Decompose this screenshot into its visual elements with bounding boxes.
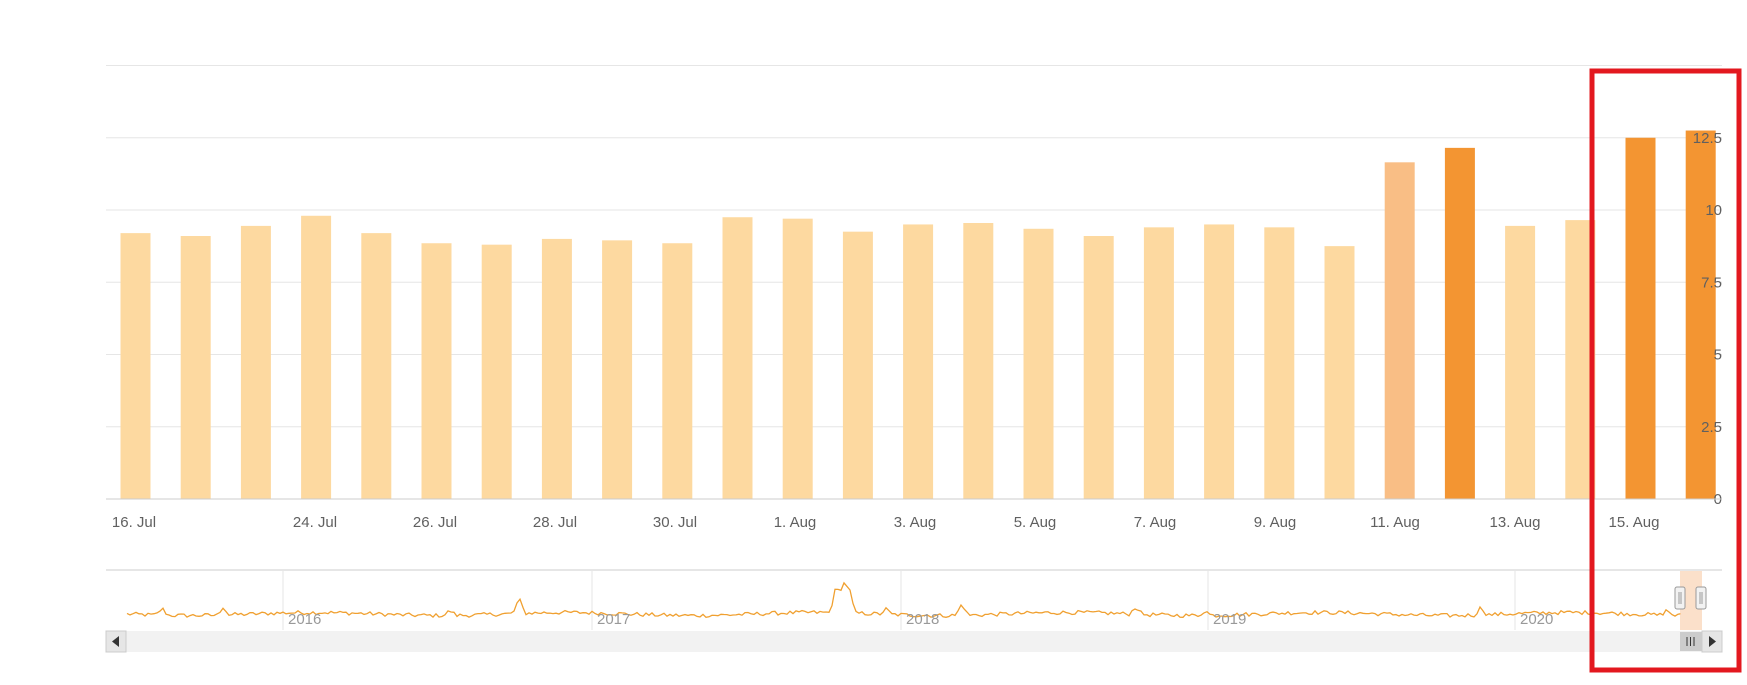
- bar[interactable]: [180, 236, 211, 499]
- bar[interactable]: [120, 233, 151, 499]
- x-tick-label: 7. Aug: [1134, 514, 1177, 531]
- bar[interactable]: [481, 244, 512, 499]
- x-tick-label: 28. Jul: [533, 514, 577, 531]
- bar[interactable]: [1384, 162, 1415, 499]
- y-tick-label: 10: [1705, 202, 1722, 219]
- x-tick-label: 15. Aug: [1609, 514, 1660, 531]
- x-tick-label: 3. Aug: [894, 514, 937, 531]
- y-tick-label: 2.5: [1701, 419, 1722, 436]
- navigator-year-label: 2016: [288, 611, 321, 628]
- bar[interactable]: [662, 243, 693, 499]
- scrollbar-track[interactable]: [106, 631, 1722, 652]
- bar[interactable]: [361, 233, 392, 499]
- x-tick-label: 30. Jul: [653, 514, 697, 531]
- y-tick-label: 12.5: [1693, 130, 1722, 147]
- bar[interactable]: [1685, 130, 1716, 499]
- bar[interactable]: [842, 231, 873, 500]
- navigator-year-label: 2020: [1520, 611, 1553, 628]
- y-tick-label: 5: [1714, 347, 1722, 364]
- navigator-grid: [282, 571, 1516, 630]
- bar[interactable]: [1083, 236, 1114, 499]
- scrollbar-left-arrow[interactable]: [105, 630, 127, 653]
- bar[interactable]: [1023, 228, 1054, 499]
- navigator-year-labels: 2016 2017 2018 2019 2020: [288, 611, 1553, 628]
- navigator-line: [126, 581, 1682, 618]
- bar-series: [120, 130, 1716, 500]
- navigator-left-handle[interactable]: [1674, 586, 1686, 610]
- x-tick-label: 1. Aug: [774, 514, 817, 531]
- x-tick-label: 11. Aug: [1370, 514, 1420, 531]
- scrollbar[interactable]: [105, 630, 1723, 653]
- bar[interactable]: [1204, 224, 1235, 499]
- x-tick-label: 26. Jul: [413, 514, 457, 531]
- bar[interactable]: [1444, 147, 1475, 500]
- navigator-year-label: 2018: [906, 611, 939, 628]
- bar[interactable]: [421, 243, 452, 499]
- bar[interactable]: [963, 223, 994, 499]
- x-axis-labels: 16. Jul 24. Jul 26. Jul 28. Jul 30. Jul 1. Au…: [112, 514, 1660, 531]
- scrollbar-thumb[interactable]: [1680, 632, 1702, 651]
- bar[interactable]: [1505, 225, 1536, 499]
- bar[interactable]: [722, 217, 753, 499]
- bar[interactable]: [541, 238, 572, 499]
- bar[interactable]: [240, 225, 271, 499]
- x-tick-label: 9. Aug: [1254, 514, 1297, 531]
- bar[interactable]: [1324, 246, 1355, 499]
- bar[interactable]: [1625, 137, 1656, 499]
- bar[interactable]: [301, 215, 332, 499]
- y-tick-label: 7.5: [1701, 274, 1722, 291]
- navigator-year-label: 2019: [1213, 611, 1246, 628]
- navigator-year-label: 2017: [597, 611, 630, 628]
- navigator-outline: [106, 570, 1722, 630]
- bar[interactable]: [782, 218, 813, 500]
- annotation-highlight-box: [1589, 68, 1742, 673]
- bar[interactable]: [602, 240, 633, 499]
- x-tick-label: 13. Aug: [1490, 514, 1541, 531]
- x-tick-label: 16. Jul: [112, 514, 156, 531]
- navigator[interactable]: 2016 2017 2018 2019 2020: [106, 569, 1722, 630]
- bar[interactable]: [903, 224, 934, 499]
- scrollbar-right-arrow[interactable]: [1701, 630, 1723, 653]
- bar[interactable]: [1143, 227, 1174, 499]
- navigator-selected-range[interactable]: [1680, 571, 1702, 630]
- navigator-right-handle[interactable]: [1695, 586, 1707, 610]
- x-tick-label: 5. Aug: [1014, 514, 1057, 531]
- x-tick-label: 24. Jul: [293, 514, 337, 531]
- bar[interactable]: [1264, 227, 1295, 499]
